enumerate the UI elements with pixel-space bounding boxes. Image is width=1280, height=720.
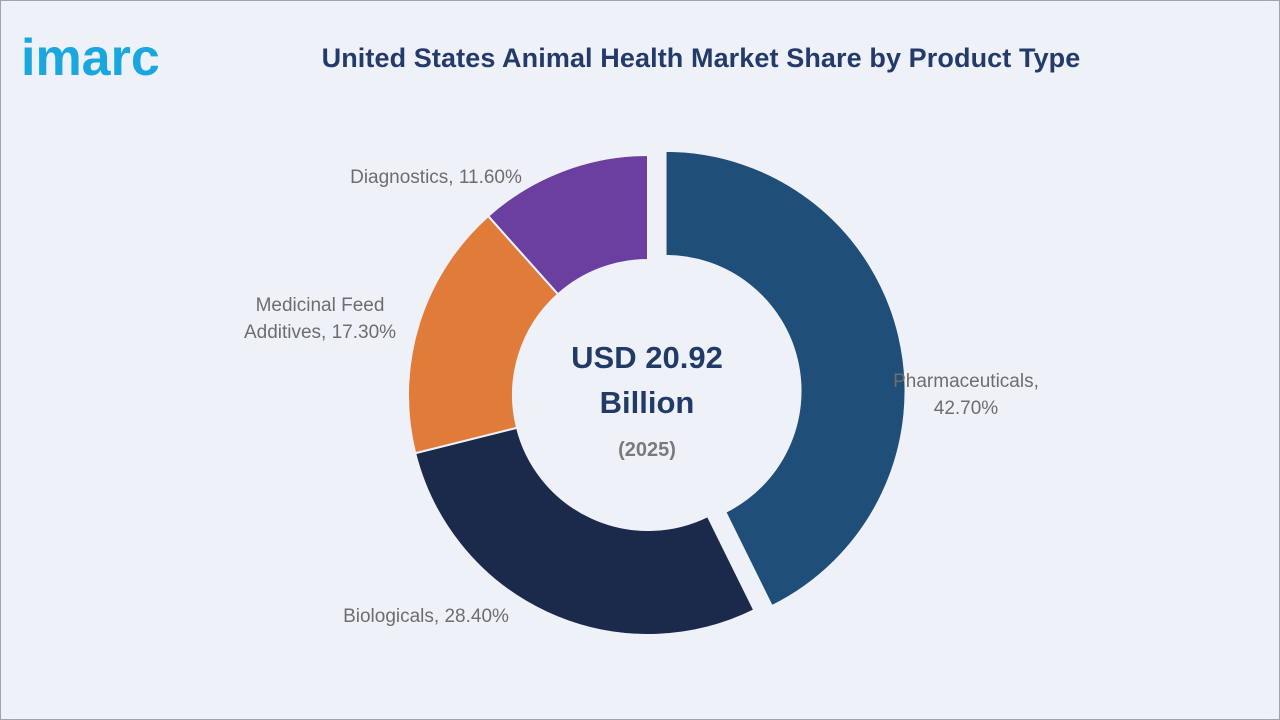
data-label-diagnostics: Diagnostics, 11.60% bbox=[350, 167, 522, 188]
data-label-medicinal-feed-additives: Medicinal Feed Additives, 17.30% bbox=[244, 295, 396, 343]
center-unit: Billion bbox=[600, 385, 695, 420]
center-value: USD 20.92 bbox=[571, 340, 723, 375]
chart-title: United States Animal Health Market Share… bbox=[321, 43, 1081, 73]
logo-text: imarc bbox=[21, 29, 160, 83]
center-year: (2025) bbox=[618, 439, 676, 461]
slice-pharmaceuticals bbox=[664, 149, 907, 608]
data-label-pharmaceuticals: Pharmaceuticals, 42.70% bbox=[893, 371, 1039, 419]
slice-diagnostics bbox=[486, 153, 649, 296]
imarc-logo: imarc bbox=[21, 23, 211, 83]
slice-biologicals bbox=[413, 426, 756, 636]
slice-medicinal-feed-additives bbox=[407, 214, 560, 455]
data-label-biologicals: Biologicals, 28.40% bbox=[343, 606, 509, 627]
